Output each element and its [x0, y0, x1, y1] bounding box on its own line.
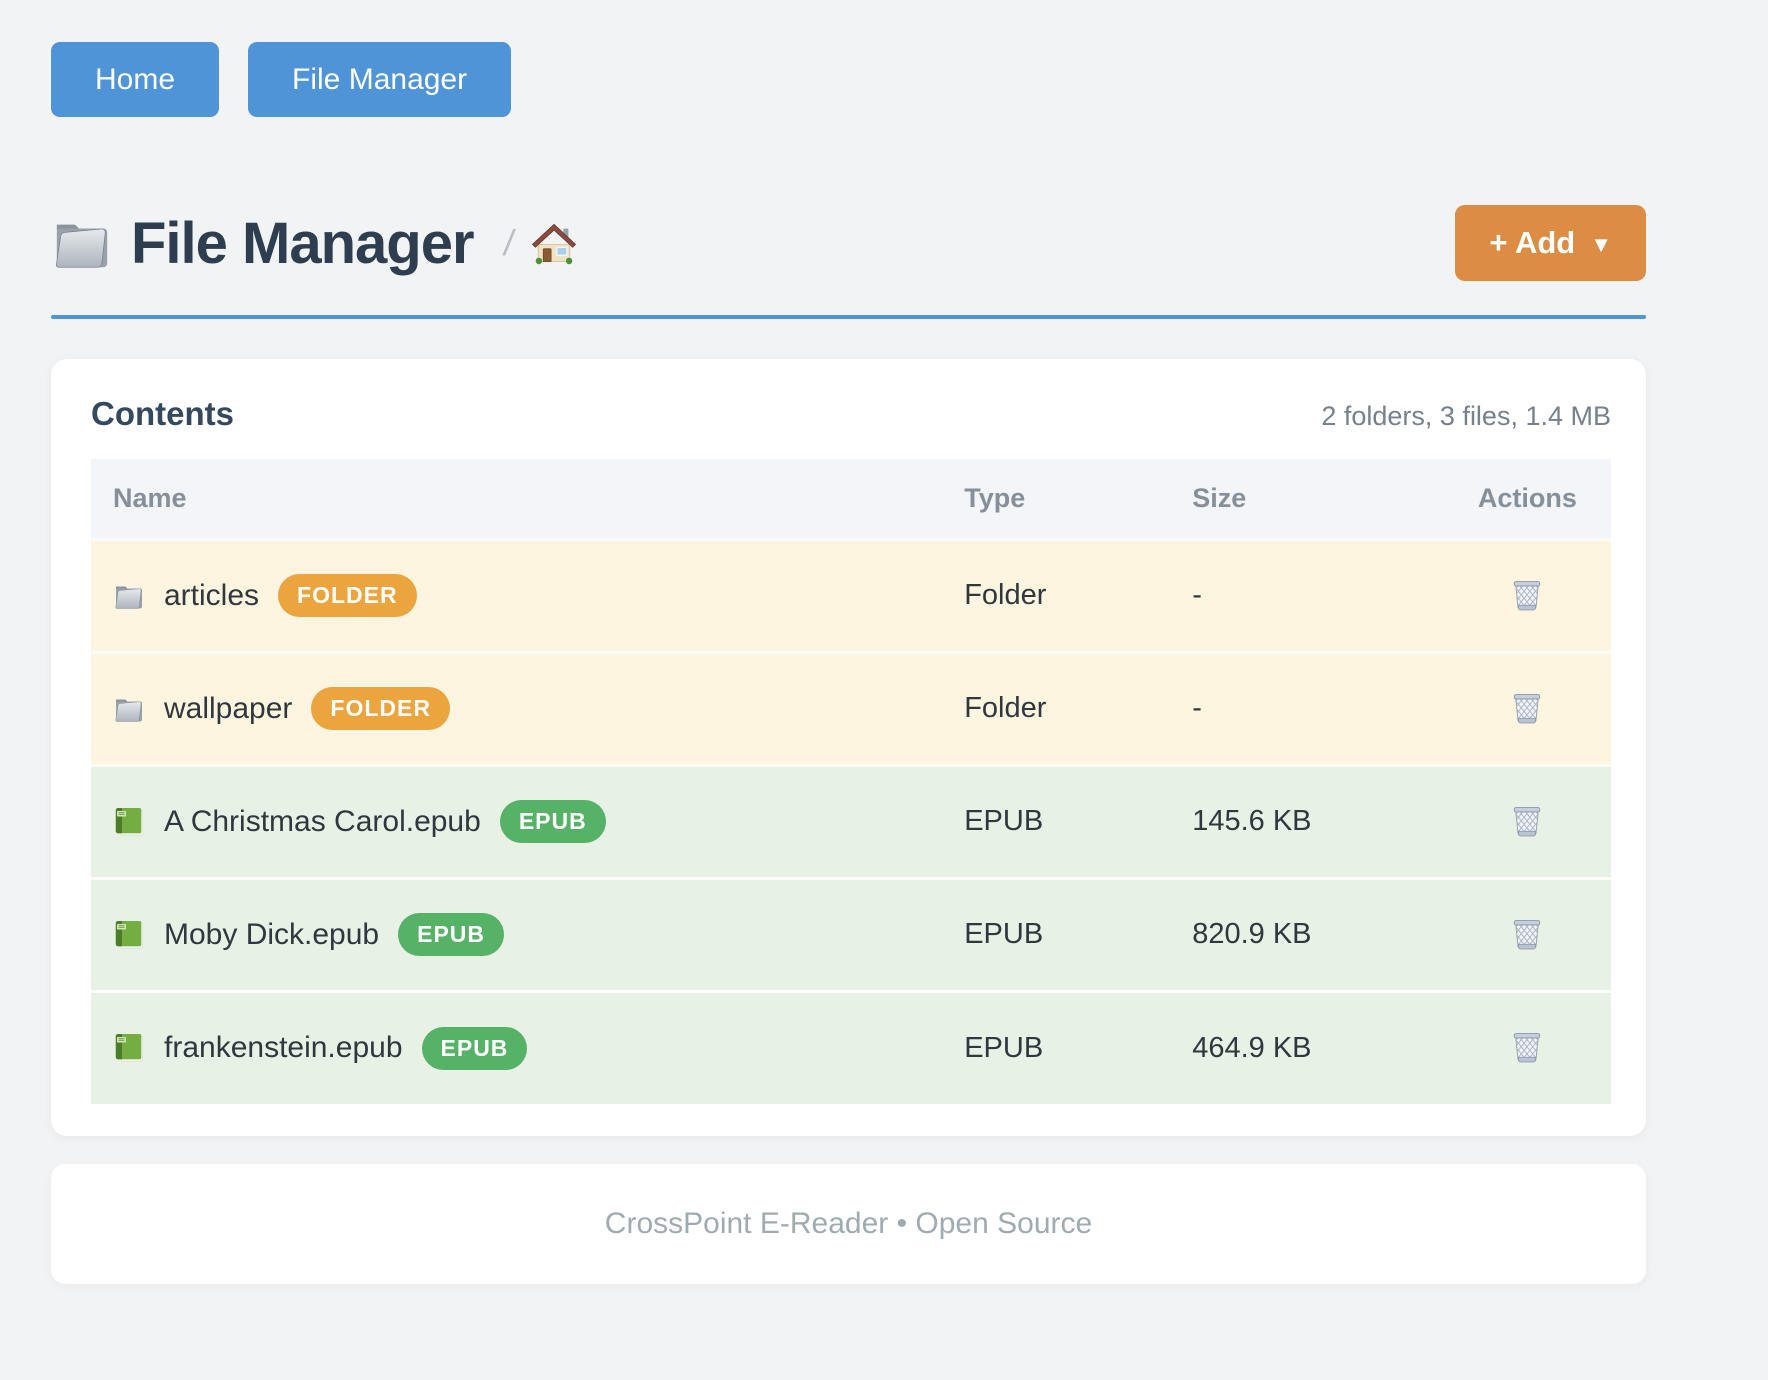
breadcrumb-separator: /: [500, 222, 517, 263]
delete-button[interactable]: [1504, 1023, 1550, 1069]
footer-card: CrossPoint E-Reader • Open Source: [51, 1164, 1646, 1284]
column-header-type: Type: [942, 459, 1171, 539]
folder-icon: [51, 212, 113, 274]
caret-down-icon: ▼: [1590, 231, 1612, 257]
table-row: frankenstein.epub EPUB EPUB 464.9 KB: [91, 989, 1611, 1104]
page-container: Home File Manager File Manager / + Add ▼…: [51, 0, 1646, 1284]
green-book-icon: [113, 806, 145, 838]
item-name[interactable]: Moby Dick.epub: [164, 917, 380, 951]
title-group: File Manager: [51, 210, 475, 277]
header-divider: [51, 315, 1646, 319]
home-button[interactable]: Home: [51, 42, 220, 117]
type-badge: EPUB: [398, 913, 505, 956]
folder-icon: [113, 580, 145, 612]
green-book-icon: [113, 1032, 145, 1064]
item-name[interactable]: wallpaper: [164, 691, 293, 725]
trash-icon: [1508, 801, 1546, 839]
footer-text: CrossPoint E-Reader • Open Source: [604, 1207, 1093, 1240]
breadcrumb: /: [500, 220, 577, 266]
table-row: articles FOLDER Folder -: [91, 537, 1611, 652]
contents-card: Contents 2 folders, 3 files, 1.4 MB Name…: [51, 359, 1646, 1136]
type-cell: EPUB: [942, 763, 1171, 878]
type-cell: Folder: [942, 650, 1171, 765]
type-badge: EPUB: [421, 1026, 528, 1070]
page-header: File Manager / + Add ▼: [51, 205, 1646, 281]
home-icon[interactable]: [531, 220, 577, 266]
delete-button[interactable]: [1504, 797, 1550, 843]
file-manager-button[interactable]: File Manager: [248, 42, 512, 117]
table-header-row: Name Type Size Actions: [91, 459, 1611, 539]
type-cell: EPUB: [942, 989, 1171, 1104]
trash-icon: [1508, 1027, 1546, 1065]
contents-summary: 2 folders, 3 files, 1.4 MB: [1321, 401, 1611, 431]
table-row: wallpaper FOLDER Folder -: [91, 650, 1611, 765]
contents-table: Name Type Size Actions articles FOLDER F…: [91, 459, 1611, 1104]
type-cell: EPUB: [942, 876, 1171, 991]
size-cell: 145.6 KB: [1170, 763, 1444, 878]
top-nav: Home File Manager: [51, 0, 1646, 117]
delete-button[interactable]: [1504, 571, 1550, 617]
table-row: A Christmas Carol.epub EPUB EPUB 145.6 K…: [91, 763, 1611, 878]
column-header-name: Name: [91, 459, 943, 539]
green-book-icon: [113, 919, 145, 951]
delete-button[interactable]: [1504, 684, 1550, 730]
trash-icon: [1508, 688, 1546, 726]
size-cell: -: [1170, 650, 1444, 765]
column-header-size: Size: [1170, 459, 1444, 539]
add-button[interactable]: + Add ▼: [1455, 205, 1646, 281]
page-title: File Manager: [131, 210, 475, 276]
table-header: Name Type Size Actions: [91, 459, 1611, 539]
table-row: Moby Dick.epub EPUB EPUB 820.9 KB: [91, 876, 1611, 991]
delete-button[interactable]: [1504, 910, 1550, 956]
trash-icon: [1508, 575, 1546, 613]
size-cell: 820.9 KB: [1170, 876, 1444, 991]
folder-icon: [113, 693, 145, 725]
contents-heading: Contents: [91, 395, 234, 432]
type-badge: EPUB: [499, 800, 606, 843]
trash-icon: [1508, 914, 1546, 952]
contents-card-header: Contents 2 folders, 3 files, 1.4 MB: [91, 395, 1611, 433]
contents-table-body: articles FOLDER Folder - wallpaper FOLDE…: [91, 537, 1611, 1104]
add-button-label: + Add: [1489, 225, 1576, 260]
size-cell: -: [1170, 537, 1444, 652]
item-name[interactable]: A Christmas Carol.epub: [164, 804, 481, 838]
type-badge: FOLDER: [311, 687, 450, 730]
item-name[interactable]: frankenstein.epub: [164, 1031, 403, 1065]
item-name[interactable]: articles: [164, 578, 260, 612]
type-badge: FOLDER: [278, 574, 417, 617]
size-cell: 464.9 KB: [1170, 989, 1444, 1104]
column-header-actions: Actions: [1443, 459, 1611, 539]
type-cell: Folder: [942, 537, 1171, 652]
